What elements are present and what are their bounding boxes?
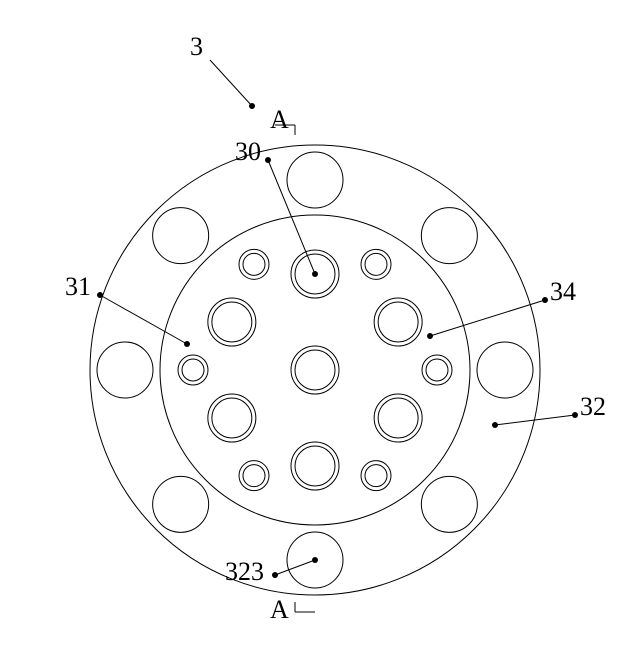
mid-feature-outer	[374, 394, 422, 442]
outer-hole	[97, 342, 153, 398]
flange-outer	[90, 145, 540, 595]
small-feature-inner	[182, 359, 204, 381]
label-30: 30	[235, 137, 261, 166]
outer-hole	[421, 476, 477, 532]
center-feature-outer	[291, 346, 339, 394]
small-feature-inner	[243, 253, 265, 275]
small-feature-inner	[365, 253, 387, 275]
mid-feature-outer	[291, 442, 339, 490]
label-31: 31	[65, 272, 91, 301]
flange-inner	[160, 215, 470, 525]
technical-drawing: 330313432323AA	[0, 0, 631, 645]
section-label-a-top: A	[270, 105, 289, 134]
label-34: 34	[550, 277, 576, 306]
mid-feature-outer	[374, 298, 422, 346]
small-feature-inner	[365, 465, 387, 487]
label-32: 32	[580, 392, 606, 421]
small-feature-inner	[243, 465, 265, 487]
label-3: 3	[190, 32, 203, 61]
section-label-a-bottom: A	[270, 595, 289, 624]
outer-hole	[477, 342, 533, 398]
mid-feature-inner	[212, 302, 252, 342]
mid-feature-inner	[378, 398, 418, 438]
small-feature-inner	[426, 359, 448, 381]
outer-hole	[287, 152, 343, 208]
center-feature-inner	[295, 350, 335, 390]
mid-feature-outer	[208, 394, 256, 442]
mid-feature-inner	[295, 446, 335, 486]
mid-feature-outer	[208, 298, 256, 346]
outer-hole	[153, 476, 209, 532]
outer-hole	[421, 208, 477, 264]
mid-feature-inner	[212, 398, 252, 438]
mid-feature-inner	[378, 302, 418, 342]
label-323: 323	[225, 557, 264, 586]
outer-hole	[153, 208, 209, 264]
